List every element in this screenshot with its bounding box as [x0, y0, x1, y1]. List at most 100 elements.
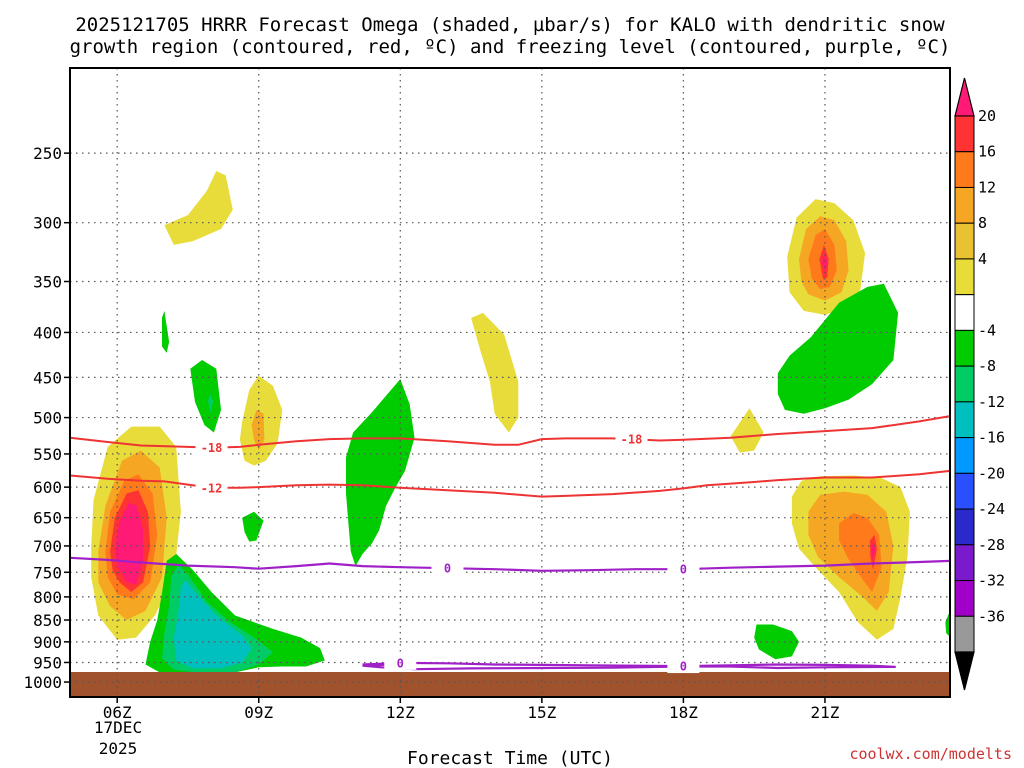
colorbar-segment-10 — [954, 472, 975, 510]
omega-region-4 — [114, 502, 144, 585]
contour-label-bg-2 — [195, 480, 228, 495]
freezing-level-contour-0 — [70, 556, 950, 572]
y-tick-label-250: 250 — [33, 144, 62, 163]
omega-region-17 — [839, 513, 882, 593]
y-tick-label-1000: 1000 — [23, 673, 62, 692]
colorbar-label-8: 8 — [978, 214, 987, 232]
colorbar-top-triangle — [954, 77, 975, 117]
colorbar: 20 16 12 8 4 -4 -8 -12 -16 -20 -24 -28 -32 -36 — [954, 77, 1005, 691]
colorbar-segment-2 — [954, 186, 975, 224]
y-tick-label-300: 300 — [33, 214, 62, 233]
omega-region-30 — [945, 610, 950, 637]
credit-text: coolwx.com/modelts — [849, 745, 1012, 763]
x-axis: 06Z 09Z 12Z 15Z 18Z 21Z — [103, 697, 840, 722]
colorbar-label--16: -16 — [978, 429, 1005, 447]
y-tick-label-550: 550 — [33, 445, 62, 464]
contour-label-3: 0 — [444, 562, 451, 576]
contour-label-bg-5 — [384, 655, 417, 670]
colorbar-label--24: -24 — [978, 500, 1005, 518]
colorbar-segment-4 — [954, 258, 975, 296]
omega-region-22 — [173, 579, 252, 669]
colorbar-segment-3 — [954, 222, 975, 260]
x-tick-label-06Z: 06Z — [103, 703, 132, 722]
y-tick-label-900: 900 — [33, 633, 62, 652]
omega-region-29 — [777, 283, 899, 414]
omega-region-27 — [346, 379, 415, 567]
contour-label-2: -12 — [201, 481, 223, 495]
chart-title-line-1: 2025121705 HRRR Forecast Omega (shaded, … — [75, 14, 945, 36]
colorbar-label-16: 16 — [978, 143, 996, 161]
omega-region-28 — [754, 624, 799, 660]
y-tick-label-850: 850 — [33, 611, 62, 630]
omega-shading-layer — [91, 171, 950, 675]
omega-region-9 — [730, 408, 764, 453]
y-axis: 250 300 350 400 450 500 550 600 650 700 750 800 850 9… — [23, 144, 70, 692]
colorbar-label--20: -20 — [978, 464, 1005, 482]
y-tick-label-400: 400 — [33, 323, 62, 342]
colorbar-segment-1 — [954, 151, 975, 188]
omega-region-14 — [822, 252, 828, 273]
omega-region-7 — [251, 409, 265, 451]
x-tick-label-21Z: 21Z — [811, 703, 840, 722]
contour-label-0: -18 — [201, 441, 223, 455]
contour-label-bg-1 — [615, 432, 648, 447]
colorbar-segment-12 — [954, 544, 975, 582]
colorbar-bottom-triangle — [954, 651, 975, 691]
colorbar-segment-0 — [954, 115, 975, 153]
y-tick-label-600: 600 — [33, 478, 62, 497]
omega-region-26 — [242, 511, 264, 542]
ground-band — [70, 671, 950, 697]
colorbar-label-4: 4 — [978, 250, 987, 268]
y-tick-label-800: 800 — [33, 588, 62, 607]
contour-label-bg-4 — [667, 562, 700, 577]
colorbar-label--4: -4 — [978, 321, 996, 339]
y-tick-label-700: 700 — [33, 537, 62, 556]
contour-label-1: -18 — [621, 433, 643, 447]
colorbar-label--28: -28 — [978, 536, 1005, 554]
colorbar-segment-9 — [954, 437, 975, 474]
chart-title-line-2: growth region (contoured, red, ºC) and f… — [70, 36, 951, 58]
colorbar-label--36: -36 — [978, 607, 1005, 625]
x-tick-label-15Z: 15Z — [527, 703, 556, 722]
grid-layer — [70, 68, 950, 697]
y-tick-label-650: 650 — [33, 509, 62, 528]
x-axis-label: Forecast Time (UTC) — [407, 748, 613, 768]
colorbar-segment-8 — [954, 401, 975, 439]
x-tick-label-09Z: 09Z — [244, 703, 273, 722]
omega-region-23 — [162, 310, 170, 353]
date-label-line-1: 17DEC — [94, 718, 142, 737]
ground-layer — [70, 671, 950, 697]
x-tick-label-18Z: 18Z — [669, 703, 698, 722]
date-label-line-2: 2025 — [99, 739, 138, 758]
colorbar-segment-6 — [954, 329, 975, 367]
y-tick-label-500: 500 — [33, 409, 62, 428]
omega-region-25 — [207, 394, 213, 414]
contour-label-bg-6 — [667, 659, 700, 674]
y-tick-label-350: 350 — [33, 273, 62, 292]
contour-label-bg-0 — [195, 440, 228, 455]
colorbar-segment-7 — [954, 365, 975, 403]
x-tick-label-12Z: 12Z — [386, 703, 415, 722]
y-tick-label-750: 750 — [33, 563, 62, 582]
colorbar-label--32: -32 — [978, 572, 1005, 590]
colorbar-label--8: -8 — [978, 357, 996, 375]
colorbar-label-12: 12 — [978, 178, 996, 196]
omega-region-5 — [164, 171, 233, 245]
contour-label-5: 0 — [397, 656, 404, 670]
y-tick-label-950: 950 — [33, 653, 62, 672]
plot-frame — [69, 67, 951, 698]
colorbar-segment-14 — [954, 615, 975, 653]
colorbar-label--12: -12 — [978, 393, 1005, 411]
colorbar-segment-13 — [954, 580, 975, 617]
omega-region-8 — [471, 312, 519, 433]
contour-label-bg-3 — [431, 561, 464, 576]
colorbar-label-20: 20 — [978, 107, 996, 125]
contour-label-4: 0 — [680, 563, 687, 577]
colorbar-segment-5 — [954, 294, 975, 331]
freezing-level-contour-1 — [362, 661, 896, 671]
colorbar-segment-11 — [954, 508, 975, 546]
y-tick-label-450: 450 — [33, 368, 62, 387]
omega-region-24 — [190, 360, 221, 433]
contour-label-layer: -18 -18 -12 0 0 0 0 — [195, 432, 700, 674]
